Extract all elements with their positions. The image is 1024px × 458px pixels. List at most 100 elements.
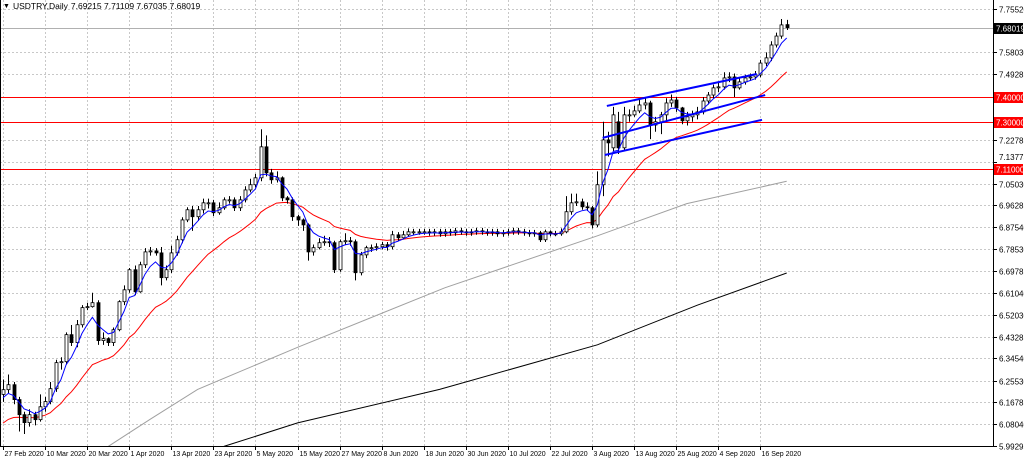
candle-body-bear <box>17 399 22 416</box>
candle <box>706 92 711 105</box>
candle <box>222 197 227 210</box>
price-tick-label: 6.43285 <box>999 334 1024 343</box>
candle <box>253 173 258 188</box>
candle-body-bull <box>311 247 316 253</box>
candle <box>680 106 685 125</box>
grid <box>0 0 993 447</box>
candle <box>543 229 548 242</box>
candle-body-bull <box>127 269 132 291</box>
candle-body-bull <box>111 329 116 343</box>
candle <box>143 248 148 269</box>
candle <box>548 230 553 237</box>
candle-body-bull <box>390 234 395 248</box>
ohlc-readout: 7.69215 7.71109 7.67035 7.68019 <box>70 1 201 11</box>
candle-body-bull <box>748 76 753 79</box>
candle-body-bear <box>785 24 790 28</box>
candle <box>75 320 80 348</box>
candle <box>574 193 579 207</box>
candle-body-bear <box>33 414 38 421</box>
candle <box>343 233 348 245</box>
candle-body-bear <box>290 199 295 218</box>
candle <box>338 239 343 272</box>
candle-body-bull <box>143 251 148 266</box>
candle-body-bear <box>154 250 159 254</box>
price-tick-label: 6.78530 <box>999 246 1024 255</box>
candle <box>180 217 185 244</box>
candle <box>296 214 301 226</box>
candle-body-bull <box>722 77 727 88</box>
candle <box>122 285 127 306</box>
candle-body-bull <box>148 250 153 253</box>
candle <box>1 379 6 402</box>
candle <box>527 229 532 237</box>
trendline-channel-lower <box>604 118 763 156</box>
candle-body-bear <box>353 241 358 274</box>
candle-body-bear <box>674 99 679 109</box>
candle-body-bull <box>90 302 95 308</box>
candle <box>117 300 122 332</box>
candle <box>201 198 206 214</box>
price-tick-label: 6.61040 <box>999 290 1024 299</box>
candle-body-bull <box>38 406 43 421</box>
candle <box>138 261 143 293</box>
candle <box>422 228 427 235</box>
time-tick-label: 30 Jun 2020 <box>468 451 507 458</box>
candle-body-bull <box>80 307 85 326</box>
candle-body-bear <box>580 201 585 208</box>
candle <box>664 98 669 122</box>
triangle-down-icon[interactable]: ▼ <box>3 2 10 10</box>
fast-ma-line <box>2 37 788 415</box>
candle <box>322 235 327 246</box>
candle-body-bull <box>564 211 569 233</box>
candle <box>148 246 153 256</box>
candle-body-bull <box>343 240 348 243</box>
candle-body-bear <box>606 139 611 144</box>
candle-body-bull <box>574 201 579 204</box>
candle <box>637 99 642 114</box>
candle <box>611 106 616 152</box>
candle <box>585 202 590 212</box>
candle <box>311 244 316 256</box>
candle <box>290 197 295 221</box>
price-tick-label: 7.22785 <box>999 137 1024 146</box>
candle-body-bull <box>85 306 90 309</box>
candle <box>580 198 585 210</box>
candle <box>427 228 432 236</box>
candle <box>133 265 138 296</box>
candle-body-bull <box>632 110 637 116</box>
price-tick-label: 6.08040 <box>999 421 1024 430</box>
candle <box>758 59 763 78</box>
candle <box>774 32 779 48</box>
candle-body-bear <box>69 334 74 343</box>
candle-body-bull <box>253 177 258 186</box>
current-price-tag: 7.68019 <box>996 25 1024 34</box>
time-tick-label: 20 Mar 2020 <box>89 451 128 458</box>
candle-body-bull <box>764 57 769 64</box>
candle-body-bull <box>64 334 69 363</box>
candle <box>185 207 190 223</box>
ma-long-2-line <box>223 272 787 447</box>
candle-body-bull <box>411 231 416 234</box>
candle <box>264 135 269 177</box>
candle-body-bear <box>12 384 17 400</box>
trendline-channel-upper <box>606 72 757 107</box>
candle <box>711 84 716 99</box>
candle-body-bull <box>138 264 143 293</box>
candle-body-bear <box>159 252 164 279</box>
candle <box>280 176 285 202</box>
candle <box>206 198 211 209</box>
candle-body-bear <box>301 219 306 226</box>
candle-body-bull <box>417 231 422 234</box>
candle <box>785 19 790 31</box>
candle-body-bull <box>706 94 711 102</box>
candle-body-bull <box>369 247 374 250</box>
candle <box>769 41 774 62</box>
candle <box>353 239 358 281</box>
candle-body-bull <box>75 324 80 343</box>
candle-body-bull <box>259 146 264 179</box>
candle <box>690 110 695 122</box>
time-tick-label: 13 Apr 2020 <box>173 451 211 458</box>
candle-body-bull <box>758 62 763 76</box>
candle <box>6 374 11 394</box>
